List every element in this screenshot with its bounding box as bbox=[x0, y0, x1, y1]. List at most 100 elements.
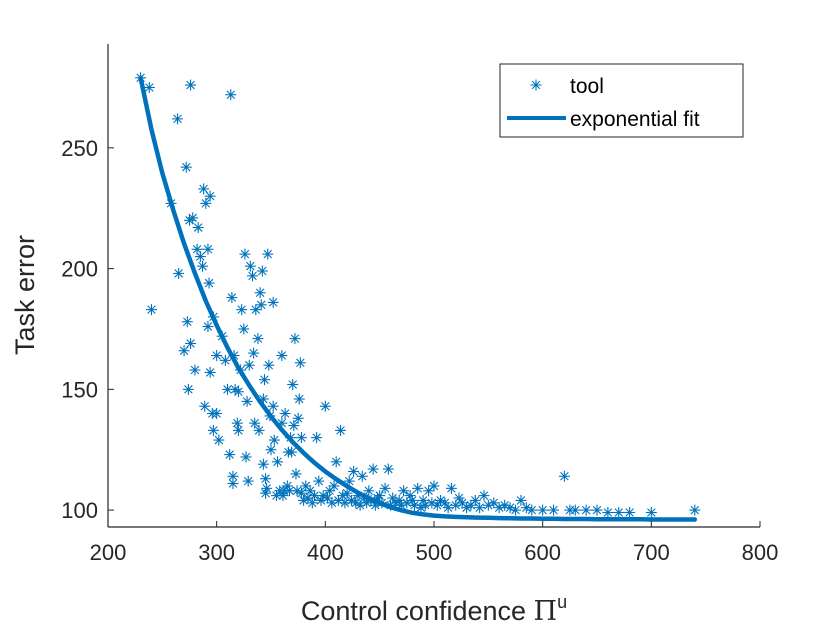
tool-point bbox=[202, 321, 214, 333]
tool-point bbox=[194, 251, 206, 263]
tool-point bbox=[207, 311, 219, 323]
tool-point bbox=[442, 502, 454, 514]
tool-point bbox=[213, 434, 225, 446]
tool-point bbox=[379, 482, 391, 494]
legend-fit-label: exponential fit bbox=[570, 108, 700, 131]
exponential-fit-line bbox=[138, 75, 698, 522]
tool-point bbox=[374, 490, 386, 502]
tool-point bbox=[203, 277, 215, 289]
tool-point bbox=[272, 456, 284, 468]
tool-point bbox=[465, 499, 477, 511]
tool-point bbox=[591, 504, 603, 516]
tool-point bbox=[613, 507, 625, 519]
tool-point bbox=[228, 350, 240, 362]
tool-point bbox=[290, 468, 302, 480]
tool-point bbox=[515, 494, 527, 506]
tool-point bbox=[456, 497, 468, 509]
tool-point bbox=[257, 458, 269, 470]
x-tick-label: 800 bbox=[742, 540, 779, 565]
tool-point bbox=[376, 497, 388, 509]
tool-point bbox=[689, 504, 701, 516]
y-tick-label: 100 bbox=[61, 498, 98, 523]
tool-point bbox=[257, 393, 269, 405]
tool-point bbox=[363, 485, 375, 497]
x-axis-title-superscript: u bbox=[557, 592, 567, 612]
tool-point bbox=[241, 395, 253, 407]
legend-box bbox=[499, 63, 744, 138]
tool-point bbox=[382, 463, 394, 475]
x-tick-label: 700 bbox=[633, 540, 670, 565]
tool-point bbox=[398, 485, 410, 497]
tool-point bbox=[185, 79, 197, 91]
x-tick-label: 400 bbox=[307, 540, 344, 565]
tool-point bbox=[474, 502, 486, 514]
tool-point bbox=[256, 265, 268, 277]
tool-point bbox=[537, 504, 549, 516]
tool-point bbox=[645, 507, 657, 519]
tool-point bbox=[428, 480, 440, 492]
legend-tool-marker bbox=[530, 79, 542, 91]
tool-point bbox=[558, 470, 570, 482]
y-tick-label: 150 bbox=[61, 377, 98, 402]
tool-point bbox=[295, 432, 307, 444]
tool-point bbox=[211, 350, 223, 362]
tool-point bbox=[219, 354, 231, 366]
tool-point bbox=[180, 161, 192, 173]
tool-point bbox=[247, 270, 259, 282]
x-axis-title-text: Control confidence bbox=[301, 596, 526, 626]
tool-point bbox=[185, 337, 197, 349]
x-tick-label: 500 bbox=[416, 540, 453, 565]
tool-point bbox=[289, 333, 301, 345]
tool-point bbox=[624, 507, 636, 519]
tool-point bbox=[200, 197, 212, 209]
tool-point bbox=[265, 444, 277, 456]
tool-point bbox=[602, 507, 614, 519]
tool-point bbox=[231, 417, 243, 429]
x-tick-label: 200 bbox=[90, 540, 127, 565]
tool-point bbox=[184, 214, 195, 226]
tool-point bbox=[510, 504, 521, 516]
tool-point bbox=[286, 446, 298, 458]
tool-point bbox=[252, 333, 264, 345]
tool-point bbox=[243, 359, 255, 371]
tool-point bbox=[240, 451, 252, 463]
tool-point bbox=[255, 299, 267, 311]
y-axis-title: Task error bbox=[10, 235, 40, 355]
tool-point bbox=[216, 330, 228, 342]
x-axis-title: Control confidence Πu bbox=[301, 592, 567, 627]
tool-point bbox=[263, 359, 275, 371]
tool-point bbox=[235, 364, 247, 376]
tool-point bbox=[330, 456, 342, 468]
tool-point bbox=[143, 81, 155, 93]
tool-point bbox=[238, 323, 250, 335]
tool-point bbox=[308, 490, 320, 502]
tool-point bbox=[319, 400, 331, 412]
tool-point bbox=[356, 470, 368, 482]
tool-point bbox=[236, 304, 248, 316]
tool-point bbox=[270, 490, 282, 502]
tool-point bbox=[276, 417, 288, 429]
tool-point bbox=[199, 400, 211, 412]
tool-point bbox=[580, 504, 592, 516]
tool-point bbox=[267, 400, 279, 412]
tool-point bbox=[328, 480, 340, 492]
tool-point bbox=[548, 504, 560, 516]
tool-point bbox=[197, 260, 209, 272]
points-layer bbox=[135, 72, 701, 519]
fit-layer bbox=[138, 75, 698, 522]
tool-point bbox=[204, 366, 216, 378]
tool-point bbox=[267, 296, 279, 308]
tool-point bbox=[569, 504, 581, 516]
tool-point bbox=[258, 374, 270, 386]
tool-point bbox=[287, 379, 299, 391]
tool-point bbox=[187, 212, 199, 224]
tool-point bbox=[239, 248, 251, 260]
y-tick-label: 200 bbox=[61, 257, 98, 282]
tool-point bbox=[202, 243, 214, 255]
tool-point bbox=[469, 494, 481, 506]
x-axis-title-symbol: Π bbox=[534, 596, 558, 627]
legend-asterisk-icon bbox=[530, 79, 542, 91]
tool-point bbox=[182, 383, 194, 395]
tool-point bbox=[232, 386, 244, 398]
